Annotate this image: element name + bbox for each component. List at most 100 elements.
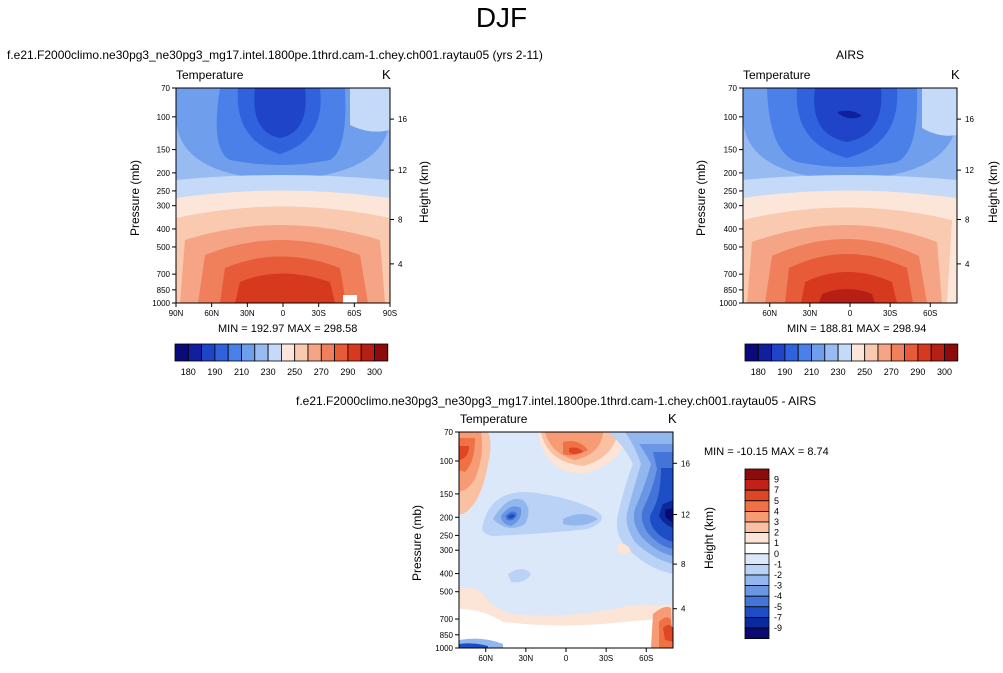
colorbar-label: 190 — [777, 367, 792, 377]
panel3-minmax: MIN = -10.15 MAX = 8.74 — [704, 446, 829, 458]
y-tick-label: 1000 — [719, 299, 737, 308]
colorbar-label: 9 — [774, 475, 779, 485]
panel3-variable-label: Temperature — [460, 412, 528, 426]
panel1-yticks-right: 16 12 8 4 — [390, 115, 407, 269]
colorbar-box — [744, 616, 770, 629]
y-tick-label: 700 — [157, 270, 171, 279]
panel3-fill-level — [563, 514, 598, 526]
colorbar-label: 5 — [774, 496, 779, 506]
colorbar-box — [784, 343, 799, 362]
y-tick-right-label: 8 — [965, 215, 970, 224]
y-tick-label: 400 — [724, 225, 738, 234]
y-tick-label: 200 — [440, 513, 454, 522]
colorbar-label: 0 — [774, 549, 779, 559]
colorbar-box — [771, 343, 786, 362]
y-tick-label: 100 — [157, 113, 171, 122]
y-tick-right-label: 12 — [398, 166, 407, 175]
colorbar-box — [744, 574, 770, 587]
panel3-fill-level — [618, 543, 631, 554]
x-tick-label: 0 — [848, 309, 853, 318]
colorbar-label: 1 — [774, 538, 779, 548]
panel2-yticks: 70 100 150 200 250 300 400 500 700 850 1000 — [719, 84, 743, 308]
colorbar-label: 4 — [774, 506, 779, 516]
y-tick-label: 250 — [724, 187, 738, 196]
panel1-contours — [176, 88, 390, 303]
colorbar-box — [744, 511, 770, 523]
colorbar-label: 230 — [261, 367, 276, 377]
colorbar-box — [281, 343, 296, 362]
colorbar-box — [904, 343, 919, 362]
panel3-contours — [459, 432, 673, 648]
panel2-chart: 70 100 150 200 250 300 400 500 700 850 1000 16 12 8 4… — [719, 84, 974, 318]
panel2-variable-label: Temperature — [743, 68, 811, 82]
panel2-minmax: MIN = 188.81 MAX = 298.94 — [787, 323, 927, 335]
y-tick-label: 500 — [440, 588, 454, 597]
panel2-colorbar: 180 190 210 230 250 270 290 300 — [744, 343, 959, 377]
colorbar-box — [917, 343, 932, 362]
colorbar-box — [254, 343, 269, 362]
colorbar-box — [201, 343, 216, 362]
colorbar-label: 270 — [314, 367, 329, 377]
panel2-title: AIRS — [836, 48, 865, 62]
colorbar-box — [227, 343, 242, 362]
y-tick-right-label: 4 — [398, 260, 403, 269]
x-tick-label: 60S — [923, 309, 937, 318]
y-tick-label: 200 — [157, 169, 171, 178]
colorbar-label: 210 — [804, 367, 819, 377]
colorbar-label: 180 — [181, 367, 196, 377]
panel3-fill-level — [508, 569, 531, 583]
x-tick-label: 60N — [478, 654, 493, 663]
y-tick-label: 150 — [440, 490, 454, 499]
colorbar-box — [334, 343, 349, 362]
colorbar-box — [374, 343, 389, 362]
panel2-fill-level — [837, 110, 862, 119]
colorbar-label: -5 — [774, 602, 782, 612]
colorbar-box — [930, 343, 945, 362]
y-tick-right-label: 16 — [681, 459, 690, 468]
panel2-yticks-right: 16 12 8 4 — [957, 115, 974, 269]
panel3-fill-level — [665, 508, 673, 522]
colorbar-label: 230 — [831, 367, 846, 377]
colorbar-label: -2 — [774, 570, 782, 580]
panel1-units-label: K — [382, 67, 391, 82]
x-tick-label: 30S — [883, 309, 897, 318]
colorbar-box — [744, 606, 770, 618]
colorbar-label: 180 — [751, 367, 766, 377]
panel2-contours — [743, 88, 957, 303]
colorbar-box — [744, 585, 770, 597]
y-tick-label: 70 — [444, 428, 453, 437]
colorbar-label: 290 — [910, 367, 925, 377]
panel1-missing-mask — [343, 295, 357, 303]
colorbar-box — [744, 343, 759, 362]
colorbar-box — [347, 343, 362, 362]
colorbar-box — [187, 343, 203, 362]
colorbar-label: 210 — [234, 367, 249, 377]
colorbar-box — [744, 521, 770, 534]
colorbar-box — [214, 343, 229, 362]
panel1-variable-label: Temperature — [176, 68, 244, 82]
colorbar-label: 290 — [340, 367, 355, 377]
y-tick-right-label: 12 — [681, 511, 690, 520]
y-tick-label: 150 — [157, 146, 171, 155]
colorbar-box — [307, 343, 322, 362]
colorbar-label: -4 — [774, 591, 782, 601]
y-tick-label: 500 — [157, 243, 171, 252]
colorbar-label: 250 — [287, 367, 302, 377]
panel1-fill-level — [254, 88, 306, 138]
x-tick-label: 60N — [762, 309, 777, 318]
y-tick-label: 300 — [440, 546, 454, 555]
colorbar-box — [744, 627, 770, 640]
y-tick-label: 400 — [440, 570, 454, 579]
panel3-chart: 70 100 150 200 250 300 400 500 700 850 1000 16 12 8 4… — [435, 428, 690, 663]
colorbar-label: 3 — [774, 517, 779, 527]
x-tick-label: 30S — [599, 654, 613, 663]
colorbar-box — [744, 500, 770, 512]
colorbar-box — [744, 564, 770, 576]
panel2-fill-level — [819, 289, 875, 303]
y-tick-label: 300 — [157, 202, 171, 211]
colorbar-box — [851, 343, 866, 362]
panel1-fill-level — [350, 88, 390, 132]
colorbar-label: 190 — [207, 367, 222, 377]
colorbar-box — [744, 553, 770, 565]
colorbar-label: 300 — [367, 367, 382, 377]
